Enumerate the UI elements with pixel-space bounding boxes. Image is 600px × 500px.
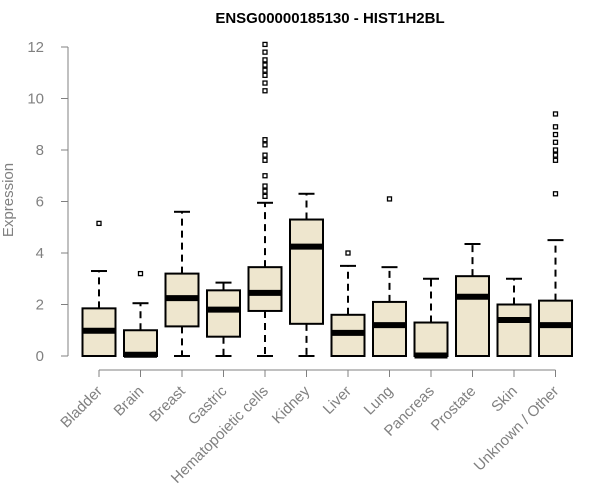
outlier-point bbox=[552, 157, 559, 163]
outlier-point bbox=[262, 72, 268, 78]
outlier-point bbox=[262, 142, 268, 148]
y-tick-label: 8 bbox=[36, 142, 44, 159]
outlier-point bbox=[262, 188, 268, 194]
outlier-point bbox=[552, 152, 559, 158]
box-7 bbox=[372, 196, 407, 357]
outlier-point bbox=[552, 139, 559, 145]
box-2 bbox=[164, 210, 200, 357]
box-rect bbox=[247, 266, 283, 312]
outlier-point bbox=[262, 152, 268, 158]
y-tick-label: 10 bbox=[27, 91, 44, 108]
outlier-point bbox=[552, 191, 559, 197]
outlier-point bbox=[262, 41, 268, 48]
box-rect bbox=[372, 300, 407, 357]
y-tick-label: 4 bbox=[36, 245, 44, 262]
x-tick-label: Lung bbox=[361, 383, 397, 419]
y-tick-label: 12 bbox=[27, 39, 44, 56]
outlier-point bbox=[386, 196, 393, 202]
chart-title: ENSG00000185130 - HIST1H2BL bbox=[215, 10, 444, 27]
outlier-point bbox=[96, 220, 102, 227]
x-tick-label: Bladder bbox=[57, 383, 106, 432]
y-tick-label: 2 bbox=[36, 297, 44, 314]
outlier-point bbox=[552, 124, 559, 130]
outlier-point bbox=[262, 173, 268, 179]
y-axis: 0 2 4 6 8 10 12 bbox=[27, 39, 69, 365]
outlier-point bbox=[552, 131, 559, 138]
box-4 bbox=[247, 41, 283, 357]
box-3 bbox=[206, 281, 241, 357]
outlier-point bbox=[262, 49, 268, 55]
outlier-point bbox=[345, 250, 351, 256]
box-rect bbox=[413, 321, 449, 357]
y-axis-label: Expression bbox=[0, 163, 17, 237]
x-tick-label: Kidney bbox=[269, 382, 314, 427]
x-tick-label: Skin bbox=[488, 383, 521, 416]
boxes-group bbox=[81, 41, 573, 359]
box-10 bbox=[496, 277, 532, 357]
outlier-point bbox=[262, 67, 268, 73]
outlier-point bbox=[262, 183, 268, 189]
outlier-point bbox=[262, 88, 268, 94]
outlier-point bbox=[262, 80, 268, 86]
y-tick-label: 6 bbox=[36, 194, 44, 211]
x-tick-label: Brain bbox=[111, 383, 148, 420]
outlier-point bbox=[262, 62, 268, 68]
outlier-point bbox=[552, 111, 559, 117]
outlier-point bbox=[262, 193, 268, 200]
box-1 bbox=[123, 270, 158, 358]
box-8 bbox=[413, 277, 449, 359]
outlier-point bbox=[552, 147, 559, 153]
outlier-point bbox=[137, 270, 144, 277]
y-tick-label: 0 bbox=[36, 348, 44, 365]
box-rect bbox=[123, 329, 158, 357]
outlier-point bbox=[262, 57, 268, 63]
box-9 bbox=[455, 242, 490, 357]
box-rect bbox=[538, 299, 573, 358]
box-0 bbox=[81, 220, 117, 357]
box-rect bbox=[289, 218, 324, 325]
x-tick-label: Prostate bbox=[428, 383, 480, 435]
outlier-point bbox=[262, 157, 268, 163]
box-5 bbox=[289, 192, 324, 357]
outlier-point bbox=[262, 137, 268, 143]
box-6 bbox=[330, 250, 366, 357]
box-rect bbox=[206, 289, 241, 338]
x-tick-label: Breast bbox=[146, 382, 189, 425]
x-tick-label: Liver bbox=[320, 383, 355, 418]
box-rect bbox=[496, 303, 532, 357]
box-11 bbox=[538, 111, 573, 358]
box-rect bbox=[455, 275, 490, 357]
